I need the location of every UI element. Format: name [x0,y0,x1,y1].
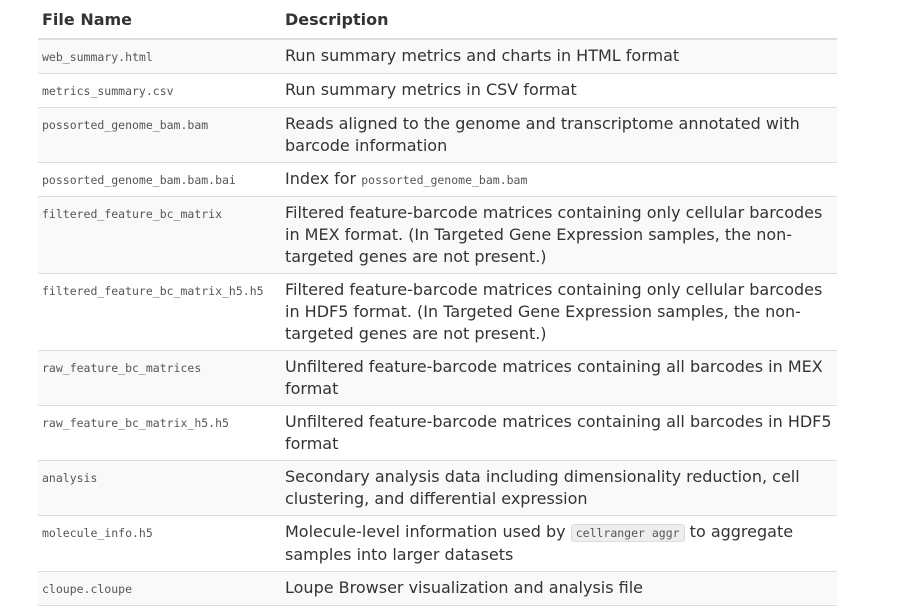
description-text: Run summary metrics in CSV format [285,80,577,99]
description-cell: Filtered feature-barcode matrices contai… [281,196,837,274]
description-cell: Index for possorted_genome_bam.bam [281,162,837,197]
description-text: Molecule-level information used by [285,522,571,541]
file-name: cloupe.cloupe [42,582,133,596]
description-cell: Molecule-level information used by cellr… [281,515,837,572]
table-row: possorted_genome_bam.bam.bai Index for p… [38,162,837,197]
file-name-cell: web_summary.html [38,39,281,74]
file-name: possorted_genome_bam.bam.bai [42,173,236,187]
file-name-cell: raw_feature_bc_matrix_h5.h5 [38,405,281,461]
description-text: Loupe Browser visualization and analysis… [285,578,644,597]
description-text: Index for [285,169,362,188]
file-name: web_summary.html [42,50,153,64]
file-name: possorted_genome_bam.bam [42,118,209,132]
description-cell: Secondary analysis data including dimens… [281,460,837,516]
file-name: filtered_feature_bc_matrix_h5.h5 [42,284,264,298]
file-name: analysis [42,471,98,485]
description-cell: Unfiltered feature-barcode matrices cont… [281,350,837,406]
description-text: Run summary metrics and charts in HTML f… [285,46,680,65]
table-row: molecule_info.h5 Molecule-level informat… [38,515,837,572]
file-name-cell: possorted_genome_bam.bam [38,107,281,163]
file-name: metrics_summary.csv [42,84,174,98]
file-name-cell: filtered_feature_bc_matrix [38,196,281,274]
inline-code: cellranger aggr [570,524,685,542]
file-name-cell: raw_feature_bc_matrices [38,350,281,406]
description-text: Unfiltered feature-barcode matrices cont… [285,412,832,453]
file-name: raw_feature_bc_matrix_h5.h5 [42,416,229,430]
table-row: cloupe.cloupe Loupe Browser visualizatio… [38,571,837,606]
file-name-cell: metrics_summary.csv [38,73,281,108]
inline-code: possorted_genome_bam.bam [361,173,528,187]
description-text: Secondary analysis data including dimens… [285,467,800,508]
output-files-table: File Name Description web_summary.html R… [38,0,837,606]
header-description: Description [281,0,837,40]
table-row: filtered_feature_bc_matrix Filtered feat… [38,196,837,274]
table-row: web_summary.html Run summary metrics and… [38,39,837,74]
description-text: Reads aligned to the genome and transcri… [285,114,800,155]
table-row: metrics_summary.csv Run summary metrics … [38,73,837,108]
file-name-cell: possorted_genome_bam.bam.bai [38,162,281,197]
description-cell: Unfiltered feature-barcode matrices cont… [281,405,837,461]
file-name-cell: cloupe.cloupe [38,571,281,606]
file-name: filtered_feature_bc_matrix [42,207,223,221]
file-name-cell: analysis [38,460,281,516]
description-text: Unfiltered feature-barcode matrices cont… [285,357,823,398]
header-file-name: File Name [38,0,281,40]
file-name: raw_feature_bc_matrices [42,361,202,375]
description-cell: Reads aligned to the genome and transcri… [281,107,837,163]
table-row: analysis Secondary analysis data includi… [38,460,837,516]
description-cell: Run summary metrics in CSV format [281,73,837,108]
description-cell: Run summary metrics and charts in HTML f… [281,39,837,74]
table-row: filtered_feature_bc_matrix_h5.h5 Filtere… [38,273,837,351]
table-header-row: File Name Description [38,0,837,40]
table-row: raw_feature_bc_matrices Unfiltered featu… [38,350,837,406]
description-text: Filtered feature-barcode matrices contai… [285,280,823,343]
file-name-cell: molecule_info.h5 [38,515,281,572]
file-name: molecule_info.h5 [42,526,153,540]
description-text-suffix: to aggregate samples into larger dataset… [285,522,794,564]
table-row: raw_feature_bc_matrix_h5.h5 Unfiltered f… [38,405,837,461]
table-row: possorted_genome_bam.bam Reads aligned t… [38,107,837,163]
file-name-cell: filtered_feature_bc_matrix_h5.h5 [38,273,281,351]
description-cell: Filtered feature-barcode matrices contai… [281,273,837,351]
description-text: Filtered feature-barcode matrices contai… [285,203,823,266]
description-cell: Loupe Browser visualization and analysis… [281,571,837,606]
